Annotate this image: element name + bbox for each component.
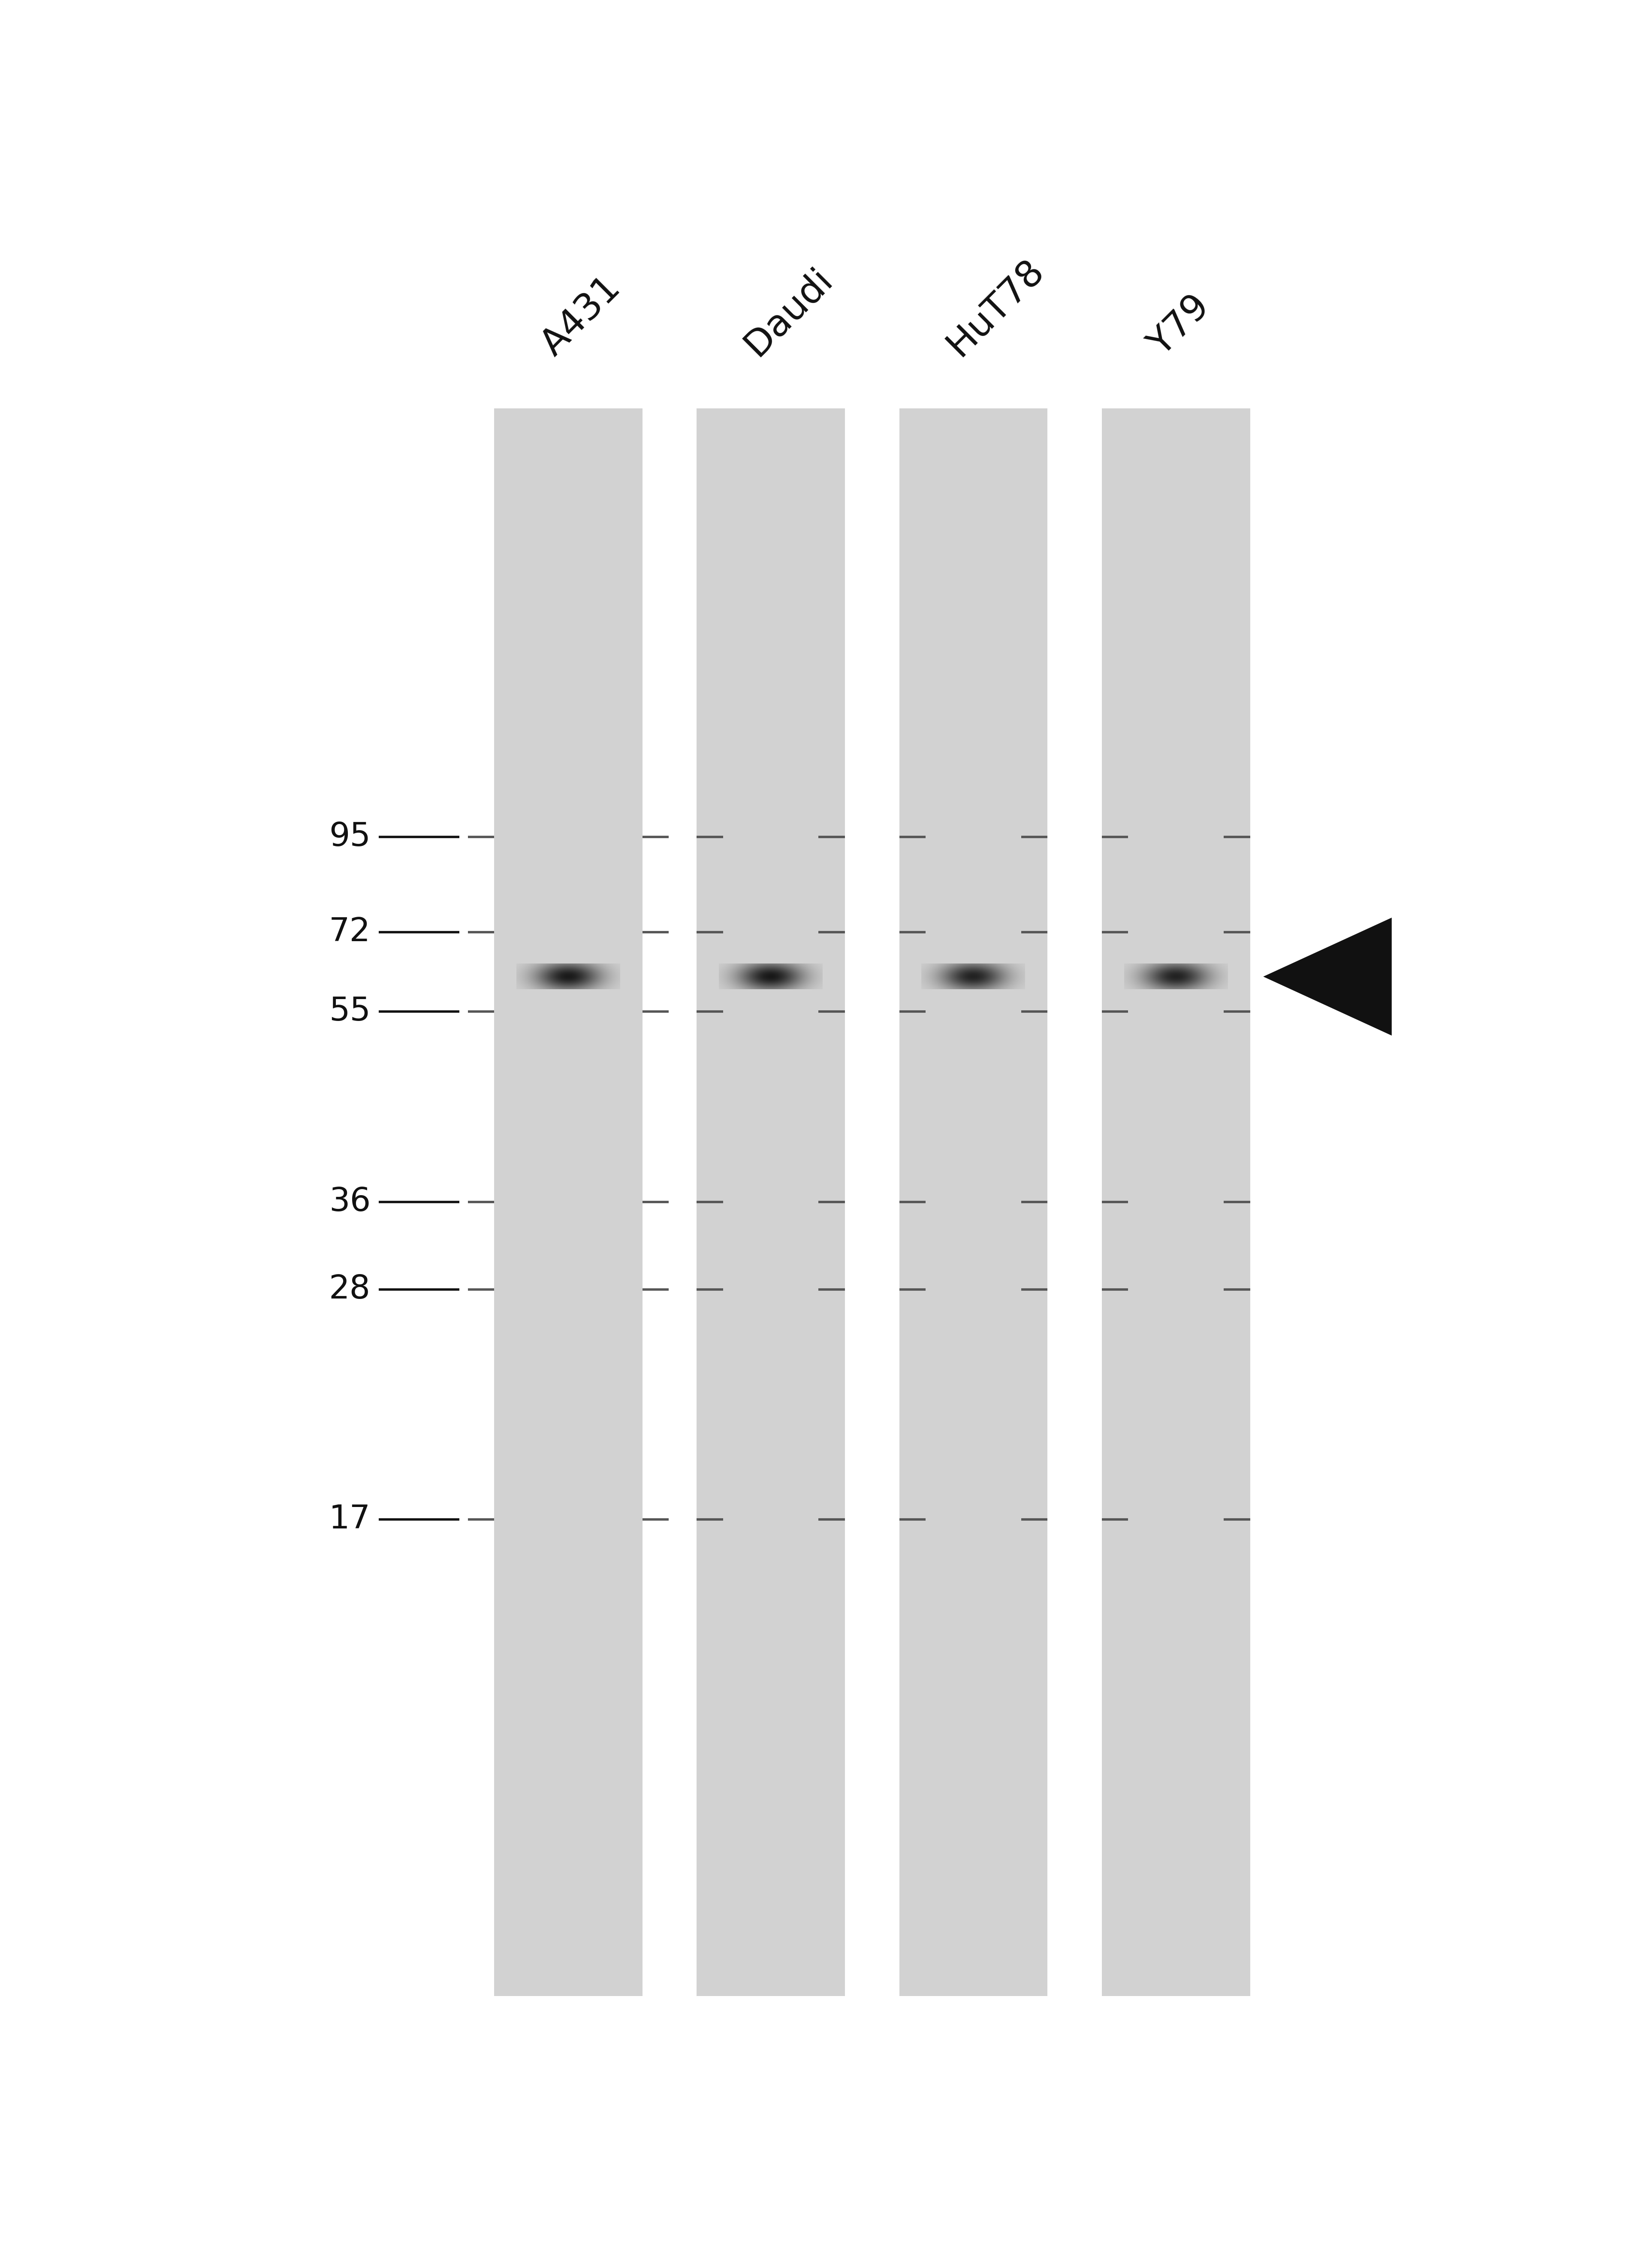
Text: 28: 28 bbox=[329, 1275, 371, 1304]
Bar bbox=[697, 408, 845, 1996]
Text: 36: 36 bbox=[329, 1186, 371, 1218]
Polygon shape bbox=[1263, 919, 1392, 1036]
Text: HuT78: HuT78 bbox=[940, 252, 1051, 363]
Text: 17: 17 bbox=[329, 1504, 371, 1535]
Text: A431: A431 bbox=[535, 270, 628, 363]
Text: Daudi: Daudi bbox=[738, 261, 840, 363]
Bar bbox=[1102, 408, 1250, 1996]
Text: 72: 72 bbox=[329, 916, 371, 948]
Bar bbox=[494, 408, 642, 1996]
Text: 95: 95 bbox=[329, 821, 371, 853]
Text: 55: 55 bbox=[329, 996, 371, 1027]
Text: Y79: Y79 bbox=[1143, 288, 1217, 363]
Bar bbox=[899, 408, 1047, 1996]
